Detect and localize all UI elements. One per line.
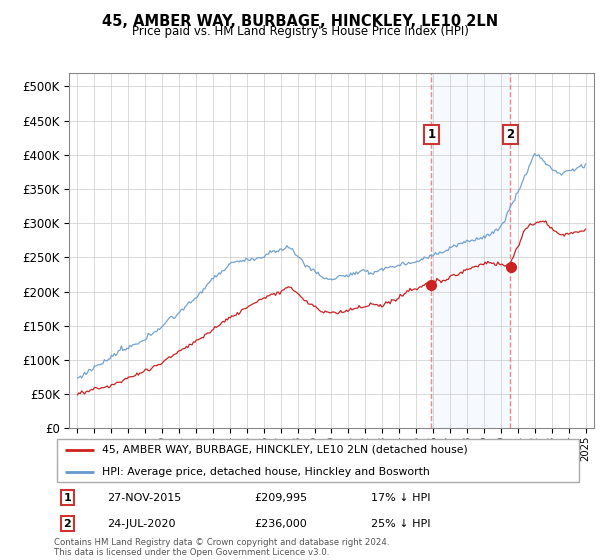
- Text: 25% ↓ HPI: 25% ↓ HPI: [371, 519, 430, 529]
- Text: HPI: Average price, detached house, Hinckley and Bosworth: HPI: Average price, detached house, Hinc…: [101, 466, 429, 477]
- Text: 17% ↓ HPI: 17% ↓ HPI: [371, 493, 430, 502]
- Text: 27-NOV-2015: 27-NOV-2015: [107, 493, 181, 502]
- Text: 1: 1: [64, 493, 71, 502]
- Text: Price paid vs. HM Land Registry's House Price Index (HPI): Price paid vs. HM Land Registry's House …: [131, 25, 469, 38]
- Text: 2: 2: [506, 128, 514, 141]
- Bar: [431, 73, 510, 428]
- Text: 1: 1: [427, 128, 436, 141]
- Text: £236,000: £236,000: [254, 519, 307, 529]
- Text: £209,995: £209,995: [254, 493, 308, 502]
- Text: 2: 2: [64, 519, 71, 529]
- FancyBboxPatch shape: [56, 438, 580, 483]
- Text: 45, AMBER WAY, BURBAGE, HINCKLEY, LE10 2LN (detached house): 45, AMBER WAY, BURBAGE, HINCKLEY, LE10 2…: [101, 445, 467, 455]
- Text: 24-JUL-2020: 24-JUL-2020: [107, 519, 175, 529]
- Text: 45, AMBER WAY, BURBAGE, HINCKLEY, LE10 2LN: 45, AMBER WAY, BURBAGE, HINCKLEY, LE10 2…: [102, 14, 498, 29]
- Text: Contains HM Land Registry data © Crown copyright and database right 2024.
This d: Contains HM Land Registry data © Crown c…: [54, 538, 389, 557]
